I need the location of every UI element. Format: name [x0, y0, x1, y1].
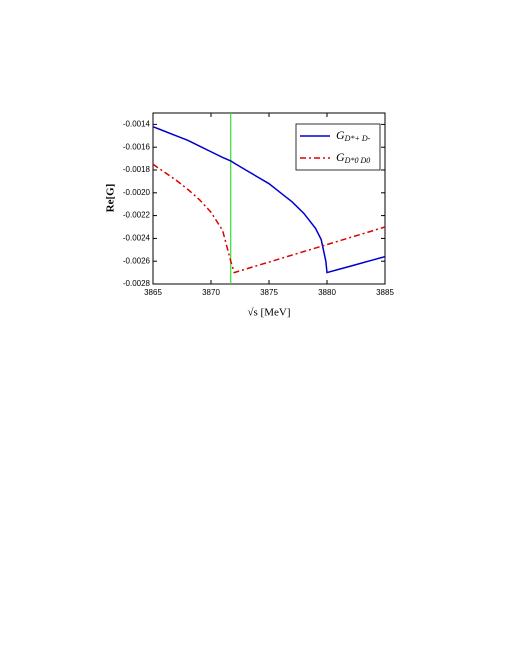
y-tick-label: -0.0028 — [123, 279, 151, 288]
legend-label: GD*+ D- — [336, 128, 371, 143]
y-tick-label: -0.0018 — [123, 165, 151, 174]
y-tick-label: -0.0016 — [123, 142, 151, 151]
x-tick-label: 3885 — [376, 288, 394, 297]
x-axis-label: √s [MeV] — [247, 307, 290, 319]
y-tick-label: -0.0026 — [123, 256, 151, 265]
y-tick-label: -0.0024 — [123, 234, 151, 243]
y-tick-label: -0.0014 — [123, 120, 151, 129]
legend-subscript: D*0 D0 — [344, 156, 371, 165]
x-tick-label: 3880 — [318, 288, 336, 297]
series-line — [152, 163, 386, 274]
y-axis-label: Re[G] — [105, 184, 117, 213]
x-tick-label: 3865 — [144, 288, 162, 297]
x-tick-label: 3870 — [202, 288, 220, 297]
y-tick-label: -0.0022 — [123, 211, 151, 220]
legend-box — [295, 123, 381, 171]
legend-name: G — [336, 128, 345, 142]
y-tick-label: -0.0020 — [123, 188, 151, 197]
legend-subscript: D*+ D- — [344, 134, 371, 143]
series-line — [152, 125, 386, 274]
legend-name: G — [336, 150, 345, 164]
x-tick-label: 3875 — [260, 288, 278, 297]
legend-label: GD*0 D0 — [336, 150, 370, 165]
